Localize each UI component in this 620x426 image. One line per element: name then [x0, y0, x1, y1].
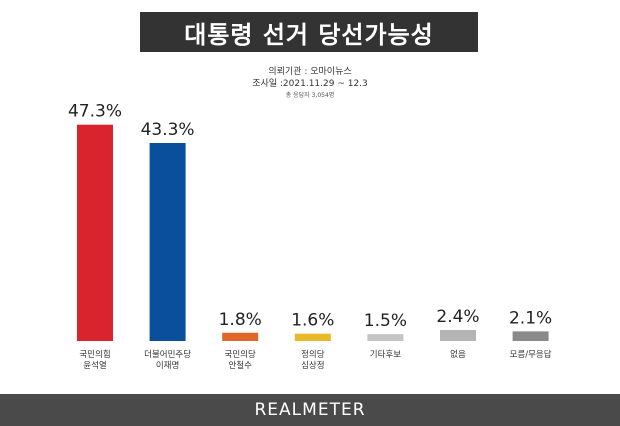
bar-2 [222, 332, 259, 341]
footer-bar: REALMETER [0, 394, 620, 426]
category-label-5-0: 없음 [450, 350, 466, 360]
category-label-2-0: 국민의당 [225, 349, 256, 360]
survey-sample: 총 응답자 3,054명 [285, 92, 335, 99]
value-label-1: 43.3% [141, 120, 195, 140]
category-label-4-0: 기타후보 [370, 350, 401, 360]
category-label-3-0: 정의당 [301, 349, 325, 360]
bar-3 [294, 333, 331, 341]
value-label-5: 2.4% [436, 307, 479, 327]
chart-title: 대통령 선거 당선가능성 [184, 20, 434, 49]
category-label-6-0: 모름/무응답 [510, 349, 552, 360]
bar-5 [440, 330, 476, 341]
category-label-3-1: 심상정 [301, 360, 324, 371]
category-label-0-1: 윤석열 [83, 360, 107, 371]
category-label-1-0: 더불어민주당 [144, 349, 191, 360]
category-label-0-0: 국민의힘 [79, 349, 110, 360]
category-label-2-1: 안철수 [228, 360, 252, 371]
survey-period: 조사일 :2021.11.29 ~ 12.3 [252, 79, 368, 89]
value-label-4: 1.5% [364, 311, 407, 331]
category-label-1-1: 이재명 [156, 360, 179, 371]
value-label-3: 1.6% [291, 311, 334, 331]
value-label-0: 47.3% [68, 102, 122, 122]
bar-1 [149, 143, 186, 341]
bar-0 [77, 124, 113, 341]
title-banner: 대통령 선거 당선가능성 [140, 12, 478, 52]
brand-logo: REALMETER [254, 400, 366, 420]
value-label-2: 1.8% [219, 310, 262, 330]
value-label-6: 2.1% [509, 308, 552, 328]
survey-agency: 의뢰기관 : 오마이뉴스 [268, 67, 352, 77]
bar-6 [512, 331, 549, 341]
bar-4 [367, 334, 404, 341]
